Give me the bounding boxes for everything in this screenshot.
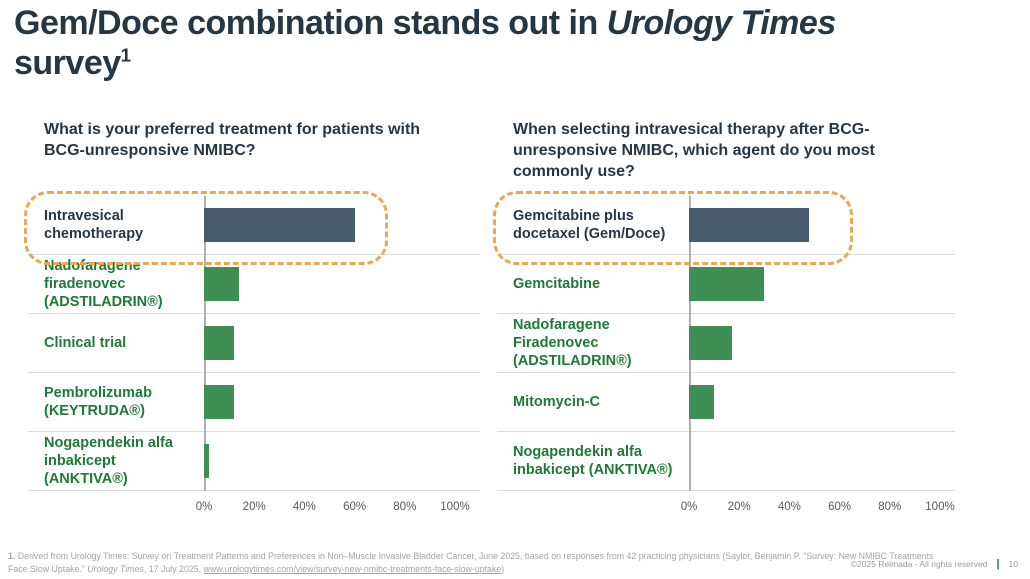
x-tick-label: 60%: [343, 501, 367, 513]
bar-track: [689, 255, 955, 313]
x-tick-label: 100%: [440, 501, 470, 513]
category-label: Nogapendekin alfa inbakicept (ANKTIVA®): [513, 443, 673, 478]
bar-track: [689, 314, 955, 372]
bar: [689, 326, 732, 360]
footnote-number: 1.: [8, 551, 16, 562]
bar: [204, 267, 240, 301]
bar-track: [204, 373, 480, 431]
bar-track: [689, 373, 955, 431]
footnote-italic-text: Urology Times: [87, 563, 144, 574]
category-label: Gemcitabine plus docetaxel (Gem/Doce): [513, 207, 666, 242]
chart-preferred-treatment: What is your preferred treatment for pat…: [24, 114, 480, 521]
bar: [689, 267, 765, 301]
bar-track: [204, 432, 480, 490]
x-tick-label: 20%: [727, 501, 751, 513]
category-label: Intravesical chemotherapy: [44, 207, 144, 242]
bar: [204, 208, 355, 242]
bar-track: [204, 255, 480, 313]
chart-row: Gemcitabine plus docetaxel (Gem/Doce): [497, 196, 955, 255]
bar-track: [689, 432, 955, 490]
chart-agent-most-used: When selecting intravesical therapy afte…: [493, 114, 955, 521]
footnote-link[interactable]: www.urologytimes.com/view/survey-new-nmi…: [203, 563, 502, 574]
category-label: Gemcitabine: [513, 275, 601, 292]
bar-track: [689, 196, 955, 254]
footnote-text-2: , 17 July 2025,: [143, 563, 204, 574]
x-tick-label: 80%: [878, 501, 902, 513]
x-tick-label: 0%: [195, 501, 213, 513]
bar: [689, 208, 810, 242]
chart-rows: Intravesical chemotherapy Nadofaragene fi…: [24, 191, 480, 491]
title-italic-text: Urology Times: [606, 4, 837, 42]
highlight-box: [24, 191, 388, 265]
chart-row: Pembrolizumab (KEYTRUDA®): [28, 373, 480, 432]
category-label: Nadofaragene Firadenovec (ADSTILADRIN®): [513, 316, 632, 370]
chart-row: Mitomycin-C: [497, 373, 955, 432]
copyright-text: ©2025 Relmada - All rights reserved: [850, 559, 988, 569]
x-tick-label: 100%: [925, 501, 955, 513]
chart-question: What is your preferred treatment for pat…: [44, 121, 421, 159]
bar: [689, 385, 715, 419]
category-label: Nogapendekin alfa inbakicept (ANKTIVA®): [44, 434, 173, 488]
category-label: Clinical trial: [44, 334, 127, 351]
x-tick-label: 20%: [242, 501, 266, 513]
x-tick-label: 40%: [777, 501, 801, 513]
chart-row: Nadofaragene firadenovec (ADSTILADRIN®): [28, 255, 480, 314]
chart-row: Intravesical chemotherapy: [28, 196, 480, 255]
category-label: Nadofaragene firadenovec (ADSTILADRIN®): [44, 257, 163, 311]
footnote-text: Derived from Urology Times: Survey on Tr…: [8, 551, 934, 574]
chart-rows: Gemcitabine plus docetaxel (Gem/Doce) Gem…: [493, 191, 955, 491]
footnote: 1. Derived from Urology Times: Survey on…: [8, 550, 943, 575]
chart-row: Nogapendekin alfa inbakicept (ANKTIVA®): [497, 432, 955, 491]
chart-row: Nogapendekin alfa inbakicept (ANKTIVA®): [28, 432, 480, 491]
copyright-separator: |: [996, 558, 1000, 570]
x-tick-label: 80%: [393, 501, 417, 513]
x-tick-label: 60%: [828, 501, 852, 513]
chart-row: Nadofaragene Firadenovec (ADSTILADRIN®): [497, 314, 955, 373]
x-axis: 0% 20% 40% 60% 80% 100%: [196, 491, 480, 521]
title-text-post: survey: [14, 43, 121, 82]
chart-question: When selecting intravesical therapy afte…: [513, 121, 875, 180]
title-footnote-marker: 1: [120, 44, 131, 66]
category-label: Pembrolizumab (KEYTRUDA®): [44, 384, 152, 419]
highlight-box: [493, 191, 853, 265]
chart-row: Gemcitabine: [497, 255, 955, 314]
footnote-text-3: ): [501, 563, 505, 574]
slide-title: Gem/Doce combination stands out in Urolo…: [14, 4, 914, 84]
bar-track: [204, 314, 480, 372]
copyright-bar: ©2025 Relmada - All rights reserved | 10: [851, 558, 1018, 570]
page-number: 10: [1008, 559, 1018, 569]
title-text: Gem/Doce combination stands out in: [14, 4, 607, 42]
bar: [204, 326, 235, 360]
bar: [204, 444, 210, 478]
x-axis: 0% 20% 40% 60% 80% 100%: [681, 491, 955, 521]
x-tick-label: 40%: [292, 501, 316, 513]
x-tick-label: 0%: [680, 501, 698, 513]
bar-track: [204, 196, 480, 254]
category-label: Mitomycin-C: [513, 393, 600, 410]
chart-row: Clinical trial: [28, 314, 480, 373]
bar: [204, 385, 235, 419]
